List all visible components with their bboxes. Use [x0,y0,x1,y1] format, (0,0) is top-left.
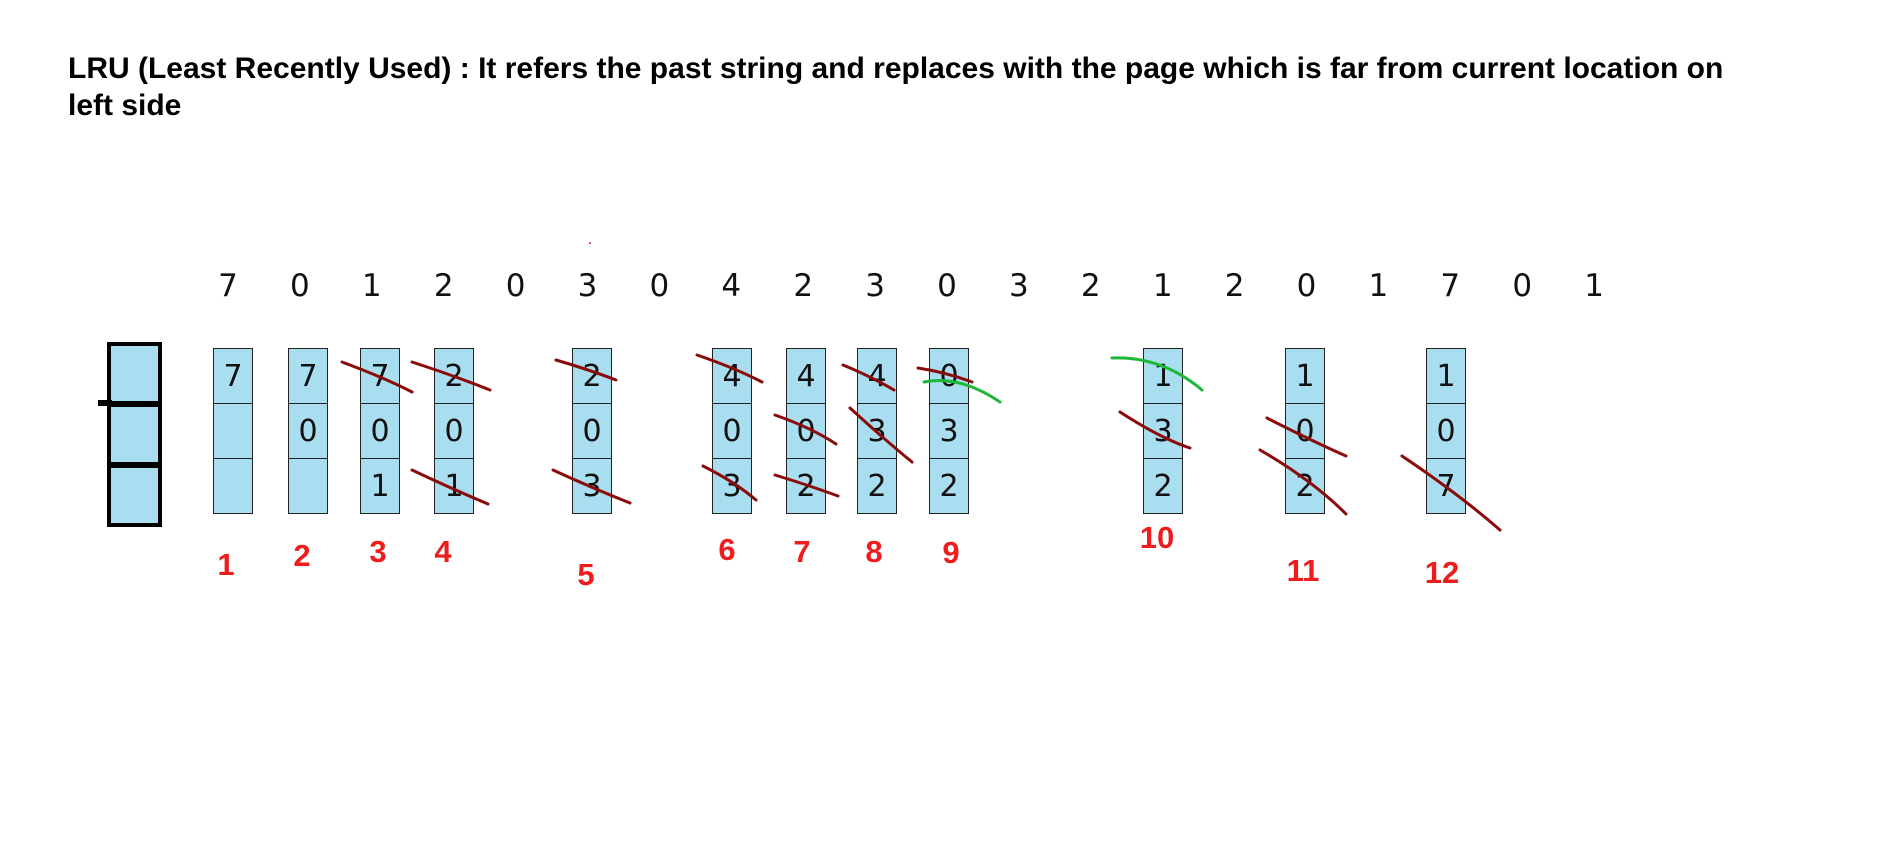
step-label: 1 [217,547,235,582]
reference-item: 4 [721,268,742,304]
step-label: 4 [434,534,452,569]
legend-frame-slot [111,401,158,462]
reference-item: 1 [361,268,382,304]
reference-item: 1 [1152,268,1173,304]
frame-cell: 2 [1143,458,1183,514]
legend-frame-slot [111,462,158,523]
frame-cell: 2 [434,348,474,404]
frame-cell: 4 [857,348,897,404]
reference-item: 0 [1296,268,1317,304]
frame-cell: 3 [712,458,752,514]
frame-cell [213,458,253,514]
frame-cell: 7 [1426,458,1466,514]
frame-cell: 3 [857,403,897,459]
reference-item: 1 [1368,268,1389,304]
frame-cell: 7 [213,348,253,404]
stray-dot [589,242,591,244]
step-label: 5 [577,557,595,592]
frame-cell: 0 [1426,403,1466,459]
reference-item: 2 [1080,268,1101,304]
frame-cell: 0 [712,403,752,459]
frame-cell: 1 [1143,348,1183,404]
reference-item: 3 [865,268,885,304]
page-title: LRU (Least Recently Used) : It refers th… [68,52,1724,122]
frame-cell: 0 [572,403,612,459]
frame-cell: 2 [1285,458,1325,514]
reference-item: 7 [1440,268,1461,304]
reference-item: 1 [1584,268,1604,304]
step-label: 7 [793,534,811,569]
reference-item: 0 [1512,268,1533,304]
frame-column: 7 [213,348,253,514]
reference-item: 0 [290,268,310,304]
frame-cell: 1 [434,458,474,514]
reference-item: 0 [937,268,957,304]
frame-cell: 7 [360,348,400,404]
reference-item: 0 [505,268,526,304]
frame-cell: 2 [786,458,826,514]
frame-cell: 3 [929,403,969,459]
frame-cell: 3 [572,458,612,514]
step-label: 10 [1139,520,1175,555]
legend-frame-slot [111,346,158,401]
step-label: 8 [865,534,883,569]
step-label: 11 [1286,553,1320,588]
frame-cell: 4 [786,348,826,404]
reference-item: 7 [218,268,238,304]
step-label: 9 [942,535,960,570]
step-label: 6 [718,532,736,567]
frame-cell: 0 [360,403,400,459]
reference-item: 3 [577,268,598,304]
frame-cell: 0 [288,403,328,459]
frame-cell: 0 [786,403,826,459]
frame-cell: 7 [288,348,328,404]
reference-item: 2 [793,268,814,304]
frame-cell: 2 [572,348,612,404]
frame-cell: 0 [1285,403,1325,459]
frame-cell [288,458,328,514]
frame-cell: 2 [929,458,969,514]
legend-tick-mark [98,400,112,406]
frame-cell: 1 [360,458,400,514]
frame-cell: 4 [712,348,752,404]
frame-cell: 0 [929,348,969,404]
reference-item: 3 [1009,268,1029,304]
frame-cell [213,403,253,459]
reference-item: 2 [433,268,454,304]
frame-cell: 1 [1285,348,1325,404]
step-label: 12 [1424,555,1460,590]
frame-cell: 0 [434,403,474,459]
reference-item: 2 [1224,268,1245,304]
frame-cell: 2 [857,458,897,514]
frame-cell: 3 [1143,403,1183,459]
frame-legend-box [107,342,162,527]
step-label: 3 [369,534,387,569]
step-label: 2 [293,538,311,573]
reference-item: 0 [649,268,670,304]
frame-cell: 1 [1426,348,1466,404]
